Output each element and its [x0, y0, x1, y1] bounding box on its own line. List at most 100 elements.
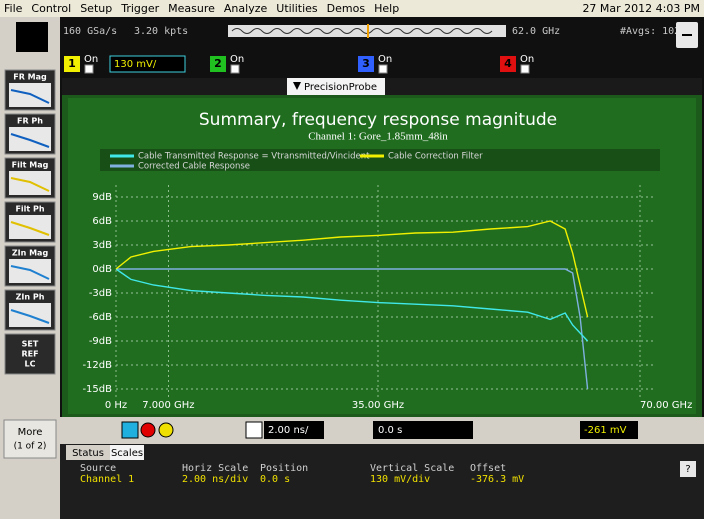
- menu-item[interactable]: Help: [374, 2, 399, 15]
- position: 0.0 s: [378, 425, 402, 436]
- menu-item[interactable]: Analyze: [224, 2, 268, 15]
- y-tick-label: -3dB: [89, 288, 112, 299]
- bottom-panel: [60, 444, 704, 519]
- side-button-label: LC: [25, 360, 36, 369]
- y-tick-label: 9dB: [92, 192, 112, 203]
- more-page: (1 of 2): [14, 442, 47, 452]
- channel-badge[interactable]: [64, 56, 80, 72]
- y-tick-label: 3dB: [92, 240, 112, 251]
- run-indicator[interactable]: [16, 22, 48, 52]
- side-button-label: Filt Ph: [15, 205, 44, 214]
- more-button[interactable]: [3, 419, 57, 459]
- y-tick-label: -9dB: [89, 336, 112, 347]
- y-tick-label: 6dB: [92, 216, 112, 227]
- table-cell: 0.0 s: [260, 474, 290, 485]
- plot-subtitle: Channel 1: Gore_1.85mm_48in: [308, 131, 448, 143]
- side-button-label: ZIn Mag: [12, 249, 49, 258]
- legend-label: Corrected Cable Response: [138, 162, 250, 172]
- channel-number: 2: [214, 57, 222, 70]
- x-tick-label: 35.00 GHz: [352, 400, 404, 411]
- channel-number: 3: [362, 57, 370, 70]
- side-button-label: ZIn Ph: [16, 293, 45, 302]
- y-tick-label: 0dB: [92, 264, 112, 275]
- channel-state: On: [84, 54, 98, 65]
- table-cell: -376.3 mV: [470, 474, 524, 485]
- side-icon-line: [10, 89, 50, 104]
- plot-background: [68, 98, 696, 414]
- datetime: 27 Mar 2012 4:03 PM: [582, 2, 700, 15]
- trace: [115, 220, 589, 318]
- y-tick-label: -12dB: [82, 360, 112, 371]
- side-button[interactable]: [4, 333, 56, 375]
- legend-box: [100, 149, 660, 171]
- channel-badge[interactable]: [500, 56, 516, 72]
- trigger-level: -261 mV: [584, 425, 627, 436]
- side-button-label: SET: [22, 340, 39, 349]
- menu-item[interactable]: Setup: [80, 2, 112, 15]
- averages: #Avgs: 1024: [620, 26, 686, 37]
- channel-state: On: [378, 54, 392, 65]
- time-scale: 2.00 ns/: [268, 425, 309, 436]
- overview-wave: [231, 28, 493, 34]
- color-button[interactable]: [121, 421, 139, 439]
- scales-tab-label: Scales: [111, 448, 143, 459]
- channel-number: 4: [504, 57, 512, 70]
- horiz-button[interactable]: [245, 421, 263, 439]
- channel-state: On: [520, 54, 534, 65]
- position-field[interactable]: [373, 421, 473, 439]
- side-icon-line: [10, 309, 50, 324]
- trigger-field[interactable]: [580, 421, 638, 439]
- tab-arrow: [293, 82, 301, 90]
- menu-item[interactable]: Measure: [168, 2, 215, 15]
- scales-tab[interactable]: [110, 445, 144, 460]
- channel-checkbox[interactable]: [230, 64, 240, 74]
- channel-badge[interactable]: [210, 56, 226, 72]
- help-button[interactable]: [680, 461, 696, 477]
- side-icon-line: [10, 265, 50, 280]
- menu-item[interactable]: Demos: [327, 2, 366, 15]
- trace: [115, 268, 589, 342]
- status-tab-label: Status: [72, 448, 104, 459]
- x-tick-label: 0 Hz: [105, 400, 127, 411]
- table-header: Offset: [470, 463, 506, 474]
- menu-item[interactable]: Trigger: [120, 2, 159, 15]
- x-tick-label: 7.000 GHz: [142, 400, 194, 411]
- x-tick-label: 70.00 GHz: [640, 400, 692, 411]
- y-tick-label: -15dB: [82, 384, 112, 395]
- side-button-label: FR Mag: [13, 73, 47, 82]
- menu-item[interactable]: Control: [31, 2, 71, 15]
- ch1-scale-field[interactable]: [109, 55, 186, 73]
- legend-label: Cable Transmitted Response = Vtransmitte…: [138, 152, 370, 162]
- table-header: Horiz Scale: [182, 463, 248, 474]
- menu-item[interactable]: File: [4, 2, 23, 15]
- side-icon-line: [10, 133, 50, 148]
- tab[interactable]: [287, 78, 385, 95]
- bandwidth: 62.0 GHz: [512, 26, 560, 37]
- side-icon-line: [10, 221, 50, 236]
- color-button[interactable]: [158, 422, 174, 438]
- status-tab[interactable]: [66, 445, 110, 460]
- menu-bar: [0, 0, 704, 17]
- side-button-label: FR Ph: [17, 117, 43, 126]
- points: 3.20 kpts: [134, 26, 188, 37]
- channel-checkbox[interactable]: [84, 64, 94, 74]
- sample-rate: 160 GSa/s: [63, 26, 117, 37]
- channel-checkbox[interactable]: [378, 64, 388, 74]
- time-scale-field[interactable]: [264, 421, 324, 439]
- menu-item[interactable]: Utilities: [276, 2, 318, 15]
- tab-label: PrecisionProbe: [304, 82, 377, 93]
- help: ?: [685, 464, 690, 475]
- ch1-scale: 130 mV/: [114, 59, 157, 70]
- channel-checkbox[interactable]: [520, 64, 530, 74]
- channel-badge[interactable]: [358, 56, 374, 72]
- color-button[interactable]: [140, 422, 156, 438]
- more-label: More: [18, 427, 43, 438]
- table-header: Position: [260, 463, 308, 474]
- side-icon-line: [10, 177, 50, 192]
- channel-number: 1: [68, 57, 76, 70]
- side-button-label: Filt Mag: [12, 161, 49, 170]
- legend-label: Cable Correction Filter: [388, 152, 483, 162]
- y-tick-label: -6dB: [89, 312, 112, 323]
- table-header: Source: [80, 463, 116, 474]
